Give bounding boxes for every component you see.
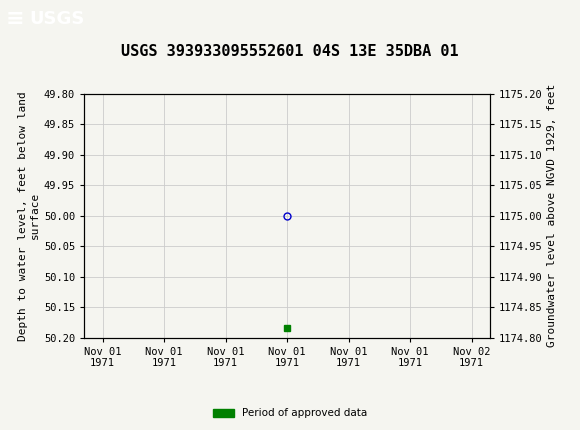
Y-axis label: Groundwater level above NGVD 1929, feet: Groundwater level above NGVD 1929, feet [547, 84, 557, 347]
Legend: Period of approved data: Period of approved data [209, 404, 371, 423]
Text: USGS: USGS [29, 10, 84, 28]
Y-axis label: Depth to water level, feet below land
surface: Depth to water level, feet below land su… [18, 91, 39, 341]
Text: USGS 393933095552601 04S 13E 35DBA 01: USGS 393933095552601 04S 13E 35DBA 01 [121, 44, 459, 59]
Text: ≡: ≡ [6, 9, 24, 29]
